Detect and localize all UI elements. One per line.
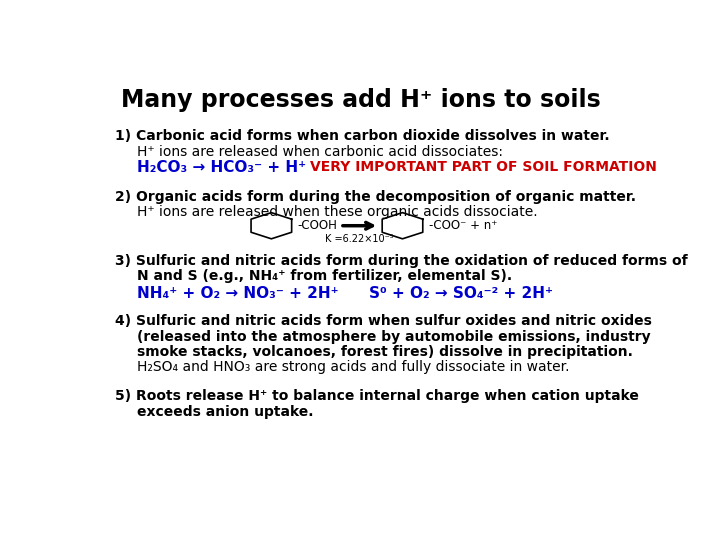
Text: -COO⁻ + n⁺: -COO⁻ + n⁺ bbox=[429, 219, 498, 232]
Text: H₂CO₃ → HCO₃⁻ + H⁺: H₂CO₃ → HCO₃⁻ + H⁺ bbox=[138, 160, 307, 176]
Text: exceeds anion uptake.: exceeds anion uptake. bbox=[138, 404, 314, 418]
Text: H⁺ ions are released when carbonic acid dissociates:: H⁺ ions are released when carbonic acid … bbox=[138, 145, 503, 159]
Text: H⁺ ions are released when these organic acids dissociate.: H⁺ ions are released when these organic … bbox=[138, 205, 538, 219]
Text: 1) Carbonic acid forms when carbon dioxide dissolves in water.: 1) Carbonic acid forms when carbon dioxi… bbox=[115, 129, 610, 143]
Text: K =6.22×10⁻⁵: K =6.22×10⁻⁵ bbox=[325, 234, 394, 244]
Text: 3) Sulfuric and nitric acids form during the oxidation of reduced forms of: 3) Sulfuric and nitric acids form during… bbox=[115, 254, 688, 268]
Text: (released into the atmosphere by automobile emissions, industry: (released into the atmosphere by automob… bbox=[138, 329, 651, 343]
Text: NH₄⁺ + O₂ → NO₃⁻ + 2H⁺: NH₄⁺ + O₂ → NO₃⁻ + 2H⁺ bbox=[138, 286, 339, 301]
Text: 2) Organic acids form during the decomposition of organic matter.: 2) Organic acids form during the decompo… bbox=[115, 190, 636, 204]
Text: 4) Sulfuric and nitric acids form when sulfur oxides and nitric oxides: 4) Sulfuric and nitric acids form when s… bbox=[115, 314, 652, 328]
Text: S⁰ + O₂ → SO₄⁻² + 2H⁺: S⁰ + O₂ → SO₄⁻² + 2H⁺ bbox=[369, 286, 553, 301]
Text: -COOH: -COOH bbox=[297, 219, 338, 232]
Text: 5) Roots release H⁺ to balance internal charge when cation uptake: 5) Roots release H⁺ to balance internal … bbox=[115, 389, 639, 403]
Text: smoke stacks, volcanoes, forest fires) dissolve in precipitation.: smoke stacks, volcanoes, forest fires) d… bbox=[138, 345, 634, 359]
Text: N and S (e.g., NH₄⁺ from fertilizer, elemental S).: N and S (e.g., NH₄⁺ from fertilizer, ele… bbox=[138, 269, 513, 283]
Text: Many processes add H⁺ ions to soils: Many processes add H⁺ ions to soils bbox=[121, 87, 600, 112]
Text: H₂SO₄ and HNO₃ are strong acids and fully dissociate in water.: H₂SO₄ and HNO₃ are strong acids and full… bbox=[138, 360, 570, 374]
Text: VERY IMPORTANT PART OF SOIL FORMATION: VERY IMPORTANT PART OF SOIL FORMATION bbox=[310, 160, 657, 174]
